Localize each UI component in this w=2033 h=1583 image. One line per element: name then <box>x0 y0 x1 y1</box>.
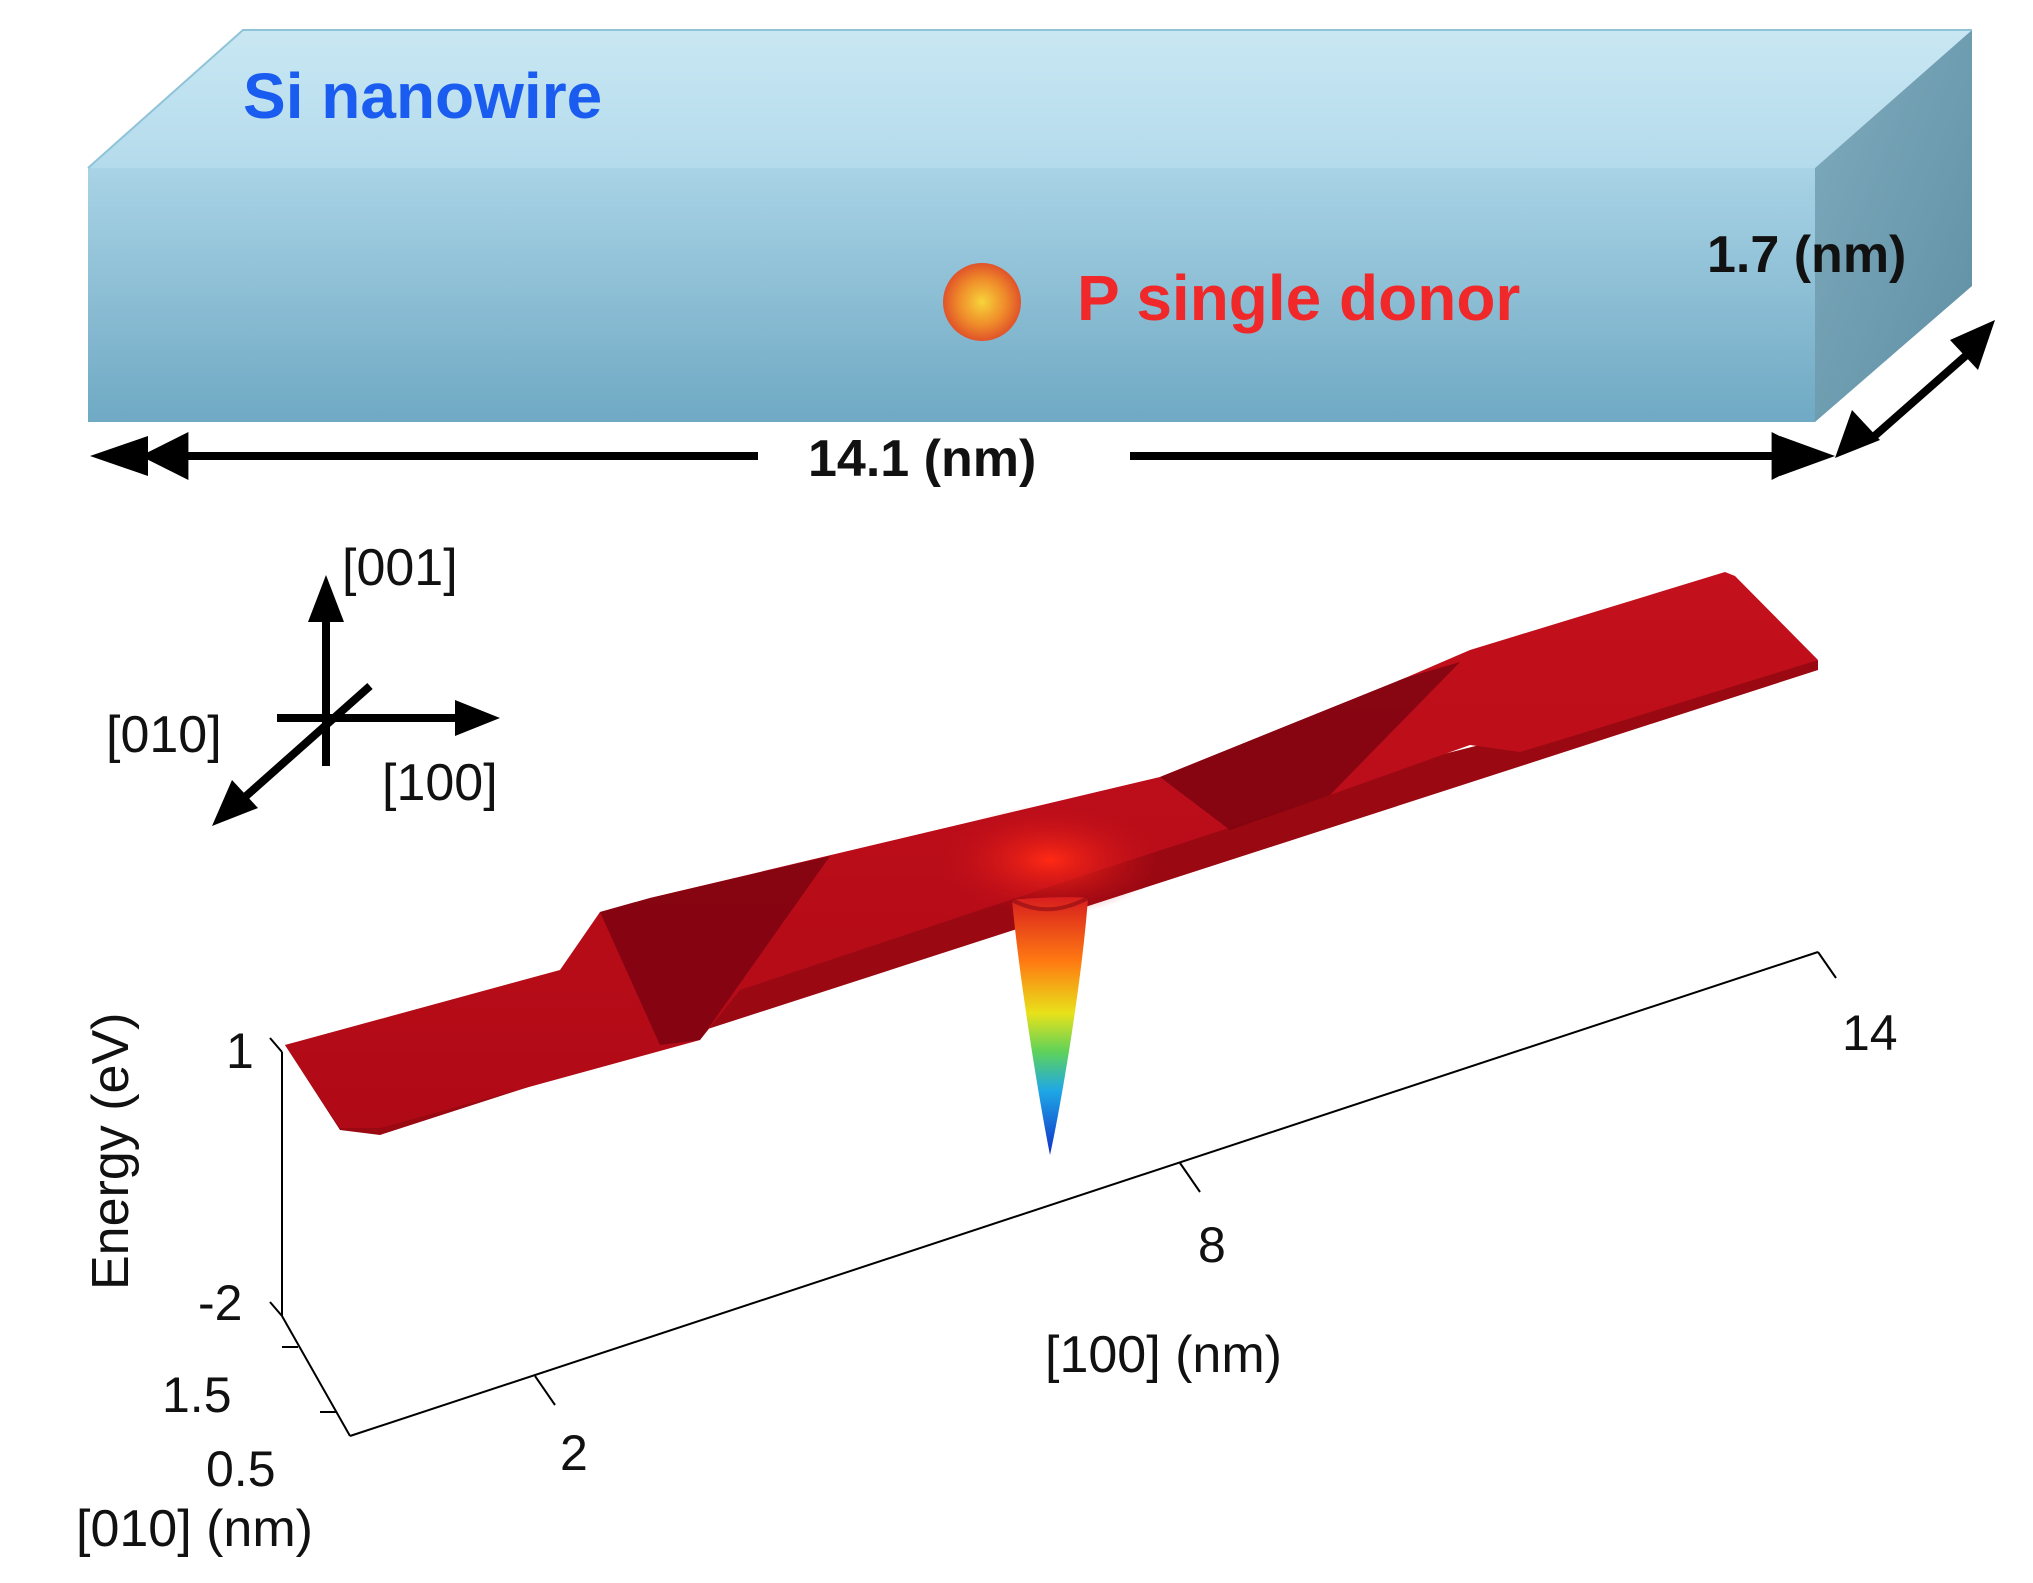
energy-surface <box>285 572 1818 1155</box>
plot-axes <box>269 951 1837 1437</box>
nanowire-side-face <box>1815 30 1972 422</box>
axis-key-001: [001] <box>342 539 458 597</box>
x-tick-8: 8 <box>1198 1217 1226 1273</box>
length-label: 14.1 (nm) <box>808 430 1036 488</box>
y-tick-0-5: 0.5 <box>206 1441 276 1497</box>
surface-shade-left <box>600 856 830 1045</box>
surface-shade-right <box>1160 662 1460 830</box>
axis-key-100: [100] <box>382 754 498 812</box>
nanowire-top-face <box>88 30 1972 168</box>
donor-label: P single donor <box>1077 262 1520 334</box>
x-tick-14: 14 <box>1842 1005 1898 1061</box>
energy-axis-title: Energy (eV) <box>82 1013 140 1290</box>
y-tick-1-5: 1.5 <box>162 1367 232 1423</box>
length-dimension-arrow <box>90 432 1835 480</box>
x-axis-title: [100] (nm) <box>1045 1326 1282 1384</box>
thickness-label: 1.7 (nm) <box>1707 226 1906 284</box>
donor-atom-icon <box>943 263 1021 341</box>
z-tick-1: 1 <box>226 1023 254 1079</box>
crystal-axes-key <box>212 575 500 826</box>
donor-potential-well <box>1012 897 1088 1155</box>
y-axis-title: [010] (nm) <box>76 1500 313 1558</box>
x-tick-2: 2 <box>560 1425 588 1481</box>
surface-dip-glow <box>940 805 1160 915</box>
nanowire-title: Si nanowire <box>243 60 602 132</box>
thickness-dimension-arrow <box>1835 320 1995 458</box>
z-tick-minus2: -2 <box>198 1275 242 1331</box>
axis-key-010: [010] <box>106 706 222 764</box>
